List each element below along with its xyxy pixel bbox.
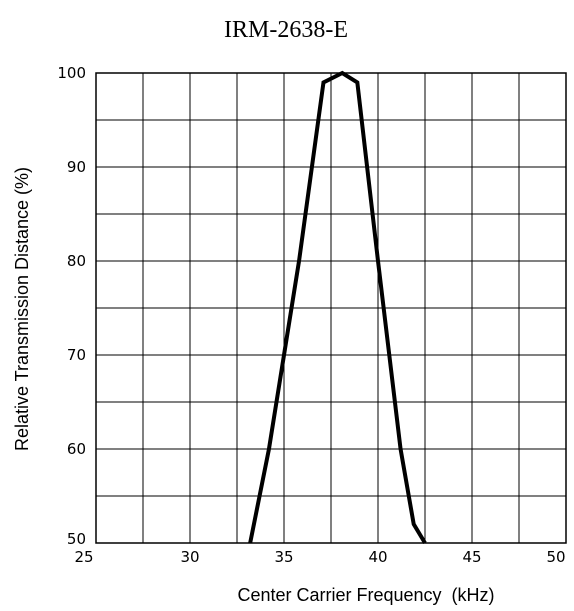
x-tick-label: 50 [546, 548, 565, 566]
x-tick-label: 25 [74, 548, 93, 566]
x-tick-label: 30 [180, 548, 199, 566]
y-tick-label: 90 [67, 158, 86, 176]
y-tick-label: 70 [67, 346, 86, 364]
y-axis-label: Relative Transmission Distance (%) [12, 167, 32, 451]
x-axis-label: Center Carrier Frequency (kHz) [237, 585, 494, 605]
x-tick-labels: 25 30 35 40 45 50 [74, 548, 565, 566]
chart-title: IRM-2638-E [224, 17, 348, 43]
y-tick-label: 60 [67, 440, 86, 458]
y-tick-label: 80 [67, 252, 86, 270]
x-tick-label: 45 [462, 548, 481, 566]
series-line [248, 70, 427, 545]
x-tick-label: 35 [274, 548, 293, 566]
grid [95, 72, 567, 544]
y-tick-labels: 50 60 70 80 90 100 [57, 64, 86, 548]
y-tick-label: 50 [67, 530, 86, 548]
series-group [248, 70, 427, 545]
plot-frame [95, 72, 567, 544]
y-tick-label: 100 [57, 64, 86, 82]
x-tick-label: 40 [368, 548, 387, 566]
